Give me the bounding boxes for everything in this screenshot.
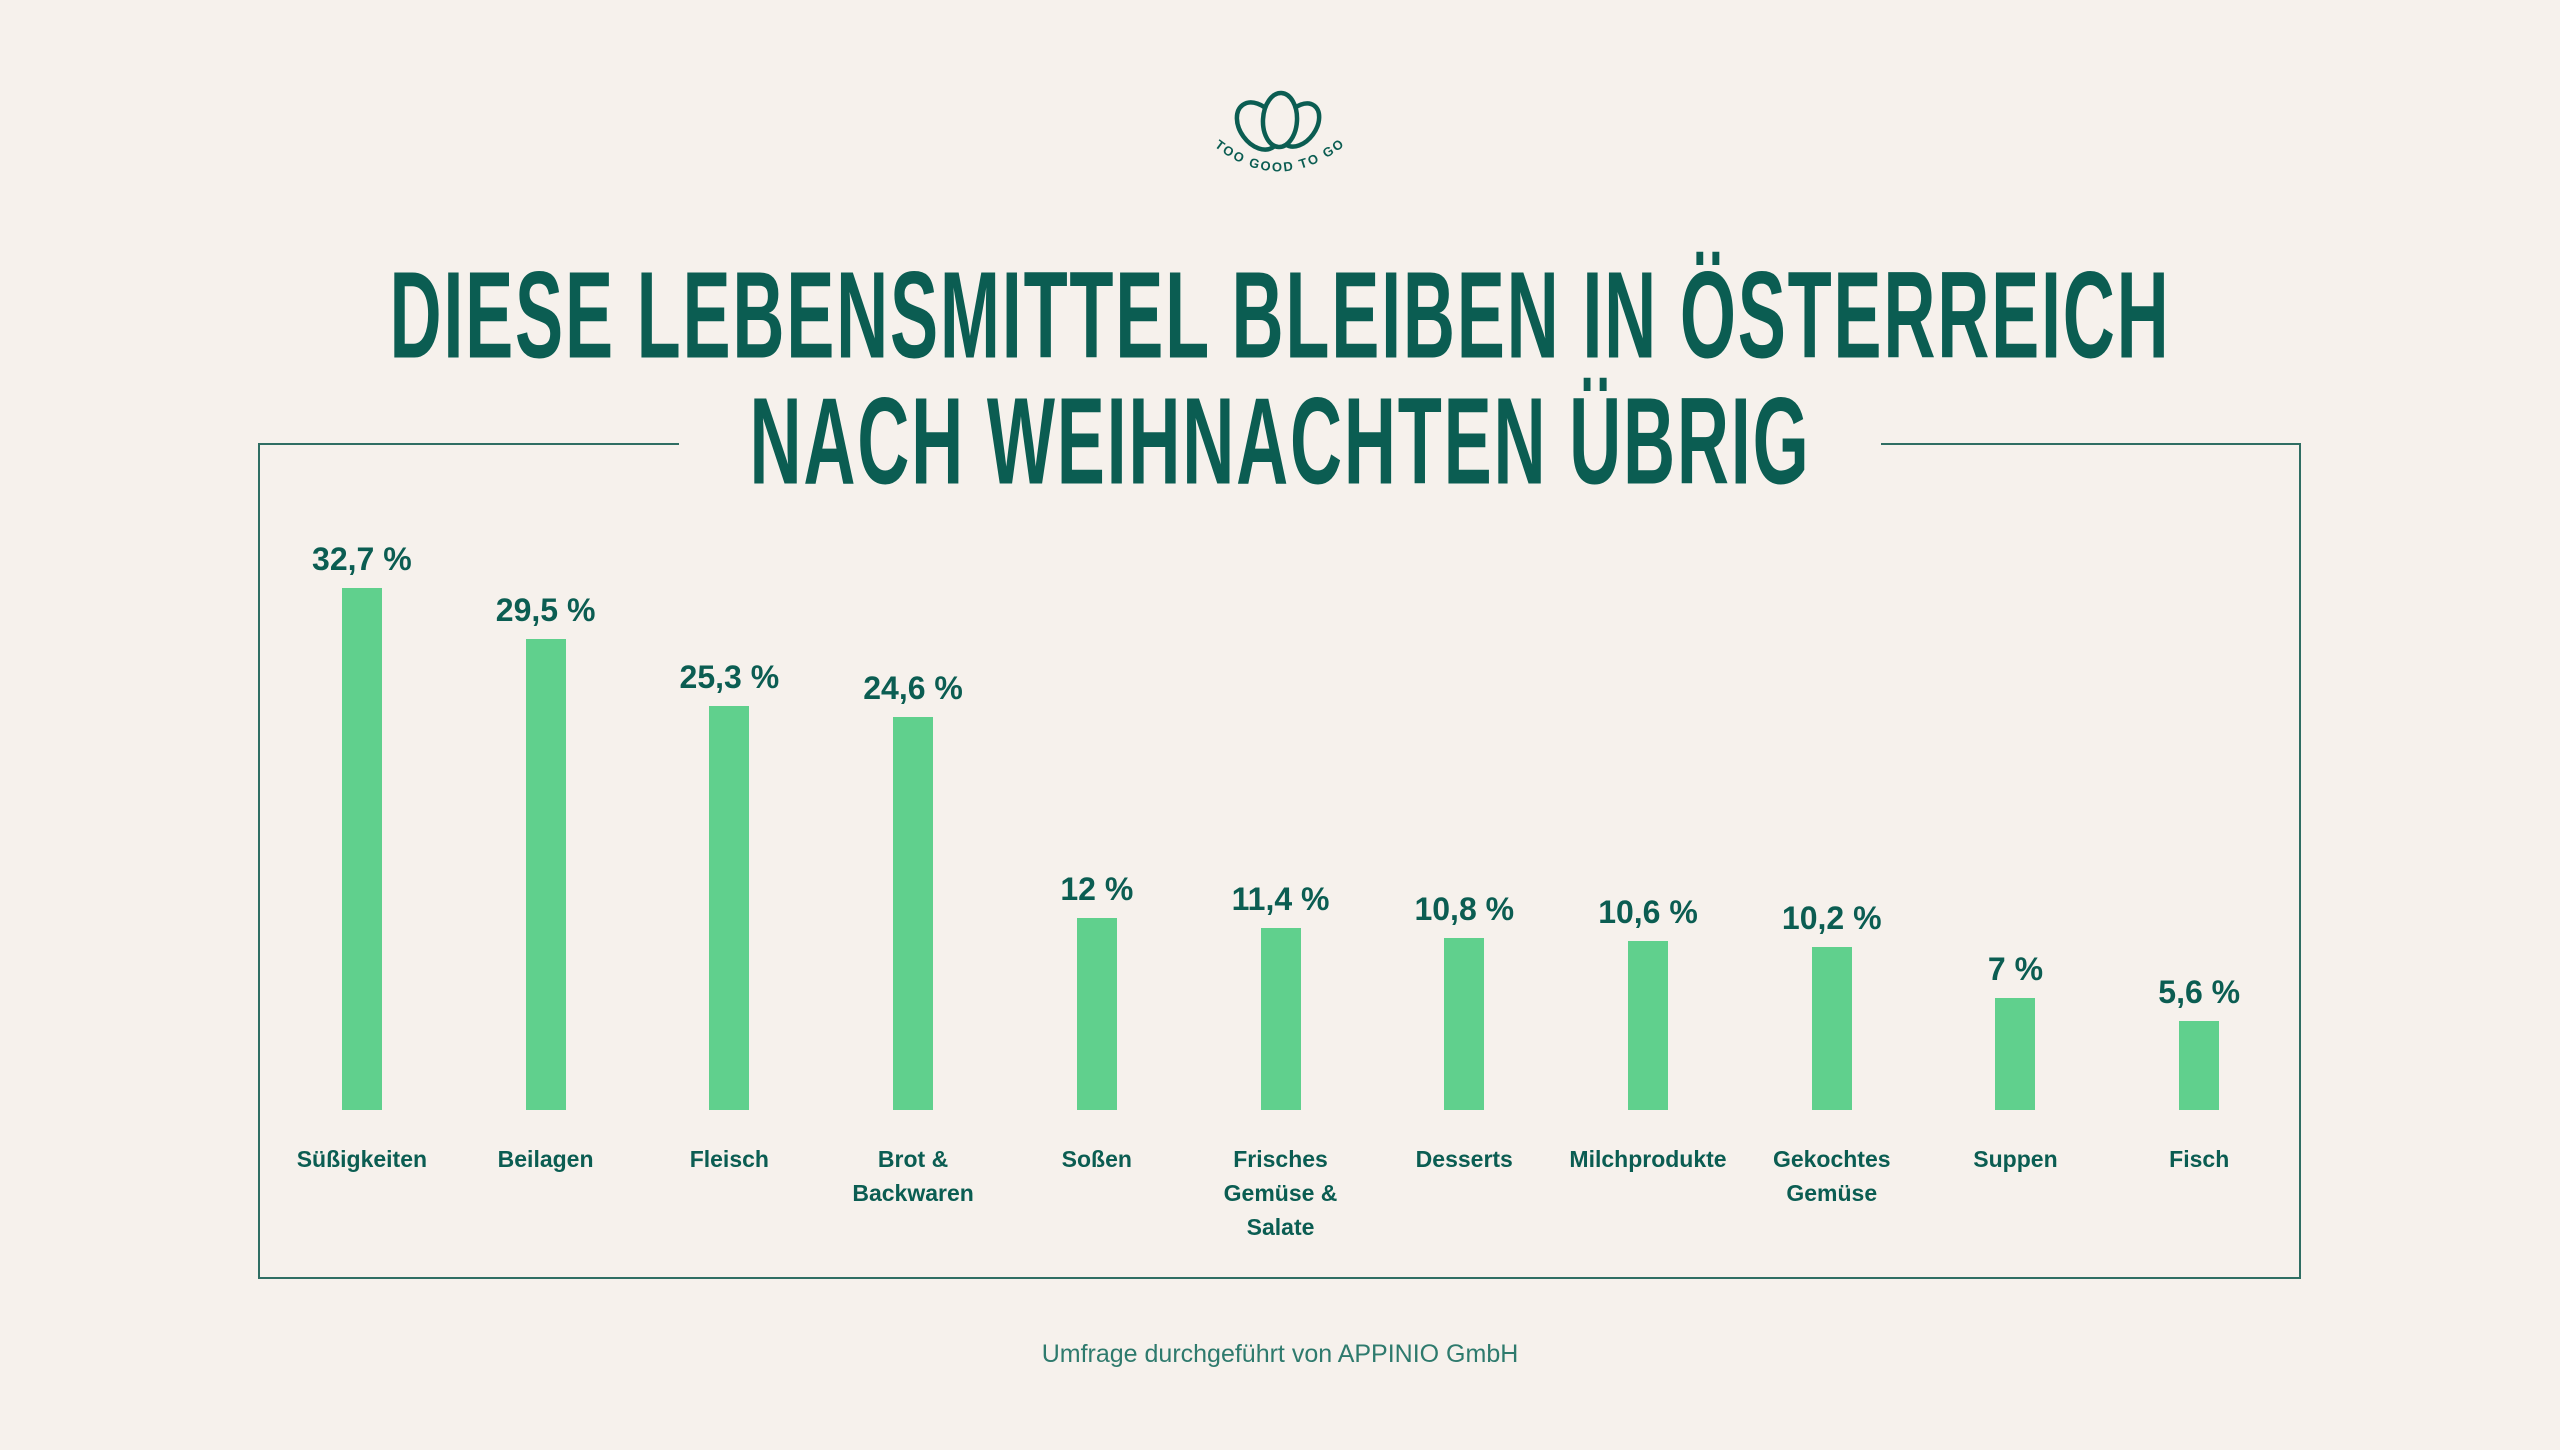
bar xyxy=(2179,1021,2220,1110)
bar-value-label: 5,6 % xyxy=(2158,974,2241,1010)
bar-column: 5,6 % Fisch xyxy=(2107,443,2291,1232)
bar-value-label: 11,4 % xyxy=(1231,881,1330,917)
page-title-line1: DIESE LEBENSMITTEL BLEIBEN IN ÖSTERREICH xyxy=(389,248,2171,385)
category-label: Fisch xyxy=(2169,1146,2230,1172)
bar-column: 25,3 % Fleisch xyxy=(637,443,821,1232)
category-label: Milchprodukte xyxy=(1569,1146,1727,1172)
bar-column: 29,5 % Beilagen xyxy=(454,443,638,1232)
chart-frame: 32,7 % Süßigkeiten 29,5 % Beilagen 25,3 % Fle… xyxy=(258,443,2301,1279)
bar xyxy=(709,706,750,1110)
bar-column: 11,4 % Frisches Gemüse & Salate xyxy=(1189,443,1373,1240)
bar xyxy=(1076,918,1117,1110)
bar-column: 10,6 % Milchprodukte xyxy=(1556,443,1740,1232)
category-label: Brot & Backwaren xyxy=(852,1146,974,1206)
bar-column: 24,6 % Brot & Backwaren xyxy=(821,443,1005,1232)
bar xyxy=(341,588,382,1110)
bar-value-label: 10,8 % xyxy=(1414,891,1515,927)
bar xyxy=(1444,938,1485,1110)
category-label: Beilagen xyxy=(497,1146,594,1172)
source-note: Umfrage durchgeführt von APPINIO GmbH xyxy=(1041,1340,1519,1368)
bar-value-label: 24,6 % xyxy=(863,670,963,706)
bar-value-label: 29,5 % xyxy=(495,592,596,628)
bar-column: 10,2 % Gekochtes Gemüse xyxy=(1740,443,1924,1232)
page-title-line2: NACH WEIHNACHTEN ÜBRIG xyxy=(749,374,1811,511)
logo-petals-icon xyxy=(1234,90,1322,152)
bar-value-label: 10,2 % xyxy=(1781,900,1882,936)
bar xyxy=(1995,998,2036,1110)
frame-top-left-rule xyxy=(260,443,679,445)
bar-column: 10,8 % Desserts xyxy=(1372,443,1556,1232)
bar xyxy=(525,639,566,1110)
too-good-to-go-logo: TOO GOOD TO GO xyxy=(1212,90,1346,175)
category-label: Gekochtes Gemüse xyxy=(1772,1146,1891,1206)
bar-value-label: 10,6 % xyxy=(1598,894,1698,930)
category-label: Fleisch xyxy=(689,1146,769,1172)
bar-value-label: 12 % xyxy=(1060,871,1134,907)
bar-chart: 32,7 % Süßigkeiten 29,5 % Beilagen 25,3 % Fle… xyxy=(270,443,2291,1240)
bar-column: 7 % Suppen xyxy=(1924,443,2108,1232)
frame-top-right-rule xyxy=(1881,443,2299,445)
bar-value-label: 32,7 % xyxy=(312,541,412,577)
category-label: Suppen xyxy=(1973,1146,2058,1172)
category-label: Frisches Gemüse & Salate xyxy=(1223,1146,1338,1240)
bar-column: 12 % Soßen xyxy=(1005,443,1189,1232)
bar xyxy=(1260,928,1301,1110)
bar xyxy=(1628,941,1668,1110)
bar-value-label: 25,3 % xyxy=(679,659,780,695)
bar xyxy=(893,717,934,1110)
bar-value-label: 7 % xyxy=(1987,951,2044,987)
bar-column: 32,7 % Süßigkeiten xyxy=(270,443,454,1232)
category-label: Süßigkeiten xyxy=(296,1146,428,1172)
category-label: Soßen xyxy=(1061,1146,1132,1172)
category-label: Desserts xyxy=(1415,1146,1513,1172)
bar xyxy=(1811,947,1852,1110)
